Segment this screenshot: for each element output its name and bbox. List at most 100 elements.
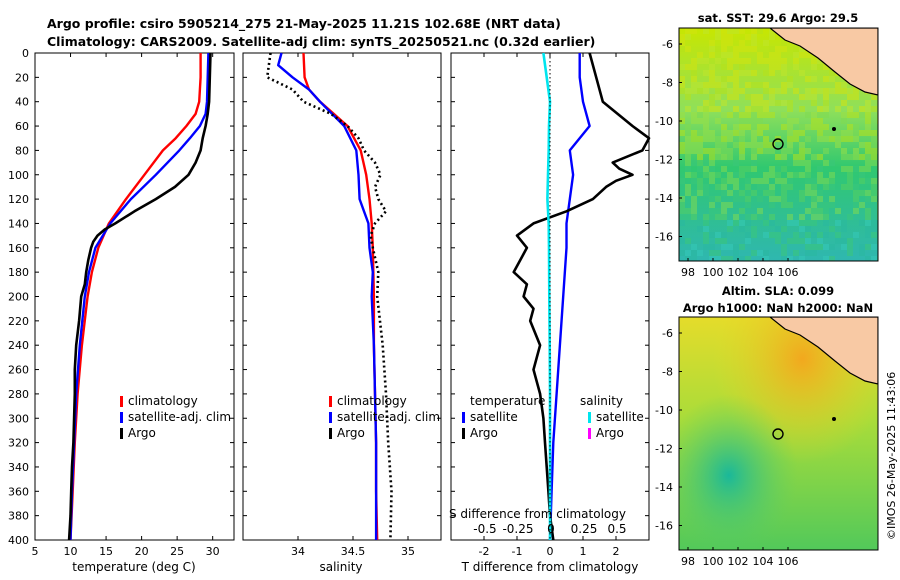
imos-timestamp: ©IMOS 26-May-2025 11:43:06: [885, 372, 898, 540]
series-line-t-satellite: [548, 53, 591, 541]
legend-label-satellite: satellite-adj. clim: [128, 410, 231, 424]
chart-title-line1: Argo profile: csiro 5905214_275 21-May-2…: [47, 16, 561, 32]
sst-map-title: sat. SST: 29.6 Argo: 29.5: [698, 11, 858, 25]
legend-heading-salinity: salinity: [580, 394, 623, 408]
series-line-argo: [265, 52, 393, 541]
y-tick-label: 160: [8, 242, 29, 255]
sst-map-frame: [678, 27, 879, 262]
x-tick-label: 10: [64, 545, 78, 558]
s-difference-axis-label: S difference from climatology: [449, 507, 626, 521]
map-lat-tick-label: -12: [655, 154, 673, 167]
y-tick-label: 120: [8, 193, 29, 206]
legend-label-s-argo: Argo: [596, 426, 624, 440]
y-tick-label: 340: [8, 461, 29, 474]
x-tick-label: 35: [401, 545, 415, 558]
y-tick-label: 100: [8, 169, 29, 182]
y-tick-label: 300: [8, 412, 29, 425]
series-line-argo: [67, 52, 212, 541]
y-tick-label: 140: [8, 217, 29, 230]
x-tick-label: 1: [580, 545, 587, 558]
map-lon-tick-label: 102: [728, 555, 749, 568]
x-tick-label: 2: [613, 545, 620, 558]
s-difference-tick-label: -0.5: [473, 522, 496, 536]
map-lat-tick-label: -10: [655, 404, 673, 417]
map-lon-tick-label: 104: [753, 555, 774, 568]
y-tick-label: 260: [8, 364, 29, 377]
legend-swatch-satellite: [120, 412, 123, 423]
map-lat-tick-label: -6: [662, 38, 673, 51]
chart-title-line2: Climatology: CARS2009. Satellite-adj cli…: [47, 34, 595, 50]
legend-swatch-s-satellite: [588, 412, 591, 423]
s-difference-tick-label: 0.5: [607, 522, 626, 536]
map-lat-tick-label: -12: [655, 443, 673, 456]
y-tick-label: 320: [8, 437, 29, 450]
x-tick-label: 15: [99, 545, 113, 558]
temperature-axes-frame: [34, 52, 235, 541]
salinity-axes-frame: [242, 52, 442, 541]
y-tick-label: 20: [15, 71, 29, 84]
legend-swatch-climatology: [329, 396, 332, 407]
y-tick-label: 360: [8, 485, 29, 498]
legend-swatch-climatology: [120, 396, 123, 407]
map-lon-tick-label: 106: [778, 555, 799, 568]
map-lat-tick-label: -8: [662, 366, 673, 379]
legend-swatch-t-argo: [462, 428, 465, 439]
x-tick-label: -1: [512, 545, 523, 558]
sla-map-title-line1: Altim. SLA: 0.099: [722, 284, 834, 298]
legend-label-argo: Argo: [128, 426, 156, 440]
x-tick-label: 34.5: [341, 545, 366, 558]
series-line-t-argo: [512, 52, 651, 541]
x-tick-label: 30: [206, 545, 220, 558]
map-lon-tick-label: 100: [703, 266, 724, 279]
map-lat-tick-label: -16: [655, 520, 673, 533]
x-tick-label: 34: [291, 545, 305, 558]
y-tick-label: 220: [8, 315, 29, 328]
difference-xlabel: T difference from climatology: [461, 560, 639, 574]
map-lon-tick-label: 98: [681, 555, 695, 568]
x-tick-label: 0: [547, 545, 554, 558]
map-lat-tick-label: -10: [655, 115, 673, 128]
series-line-climatology: [302, 52, 379, 541]
sla-map-frame: [678, 316, 879, 551]
map-lat-tick-label: -8: [662, 77, 673, 90]
sla-map: [679, 317, 878, 550]
series-line-satellite-adj: [277, 52, 378, 540]
legend-swatch-argo: [329, 428, 332, 439]
y-tick-label: 0: [22, 47, 29, 60]
x-tick-label: 25: [170, 545, 184, 558]
salinity-xlabel: salinity: [319, 560, 362, 574]
legend-label-s-satellite: satellite: [596, 410, 644, 424]
land-mass: [769, 317, 878, 385]
s-difference-tick-label: 0: [547, 522, 555, 536]
legend-swatch-s-argo: [588, 428, 591, 439]
temperature-xlabel: temperature (deg C): [72, 560, 195, 574]
x-tick-label: -2: [479, 545, 490, 558]
island-marker: [832, 417, 836, 421]
y-tick-label: 180: [8, 266, 29, 279]
y-tick-label: 200: [8, 291, 29, 304]
y-tick-label: 60: [15, 120, 29, 133]
legend-swatch-argo: [120, 428, 123, 439]
map-lon-tick-label: 100: [703, 555, 724, 568]
argo-position-marker: [772, 138, 784, 150]
legend-heading-temperature: temperature: [470, 394, 545, 408]
map-lat-tick-label: -14: [655, 192, 673, 205]
map-lon-tick-label: 106: [778, 266, 799, 279]
y-tick-label: 80: [15, 144, 29, 157]
legend-label-argo: Argo: [337, 426, 365, 440]
map-lat-tick-label: -6: [662, 327, 673, 340]
map-lat-tick-label: -16: [655, 231, 673, 244]
island-marker: [832, 127, 836, 131]
legend-label-satellite: satellite-adj. clim: [337, 410, 440, 424]
y-tick-label: 400: [8, 534, 29, 547]
y-tick-label: 240: [8, 339, 29, 352]
map-lat-tick-label: -14: [655, 481, 673, 494]
sst-map: [679, 28, 878, 261]
legend-label-t-satellite: satellite: [470, 410, 518, 424]
y-tick-label: 280: [8, 388, 29, 401]
legend-label-climatology: climatology: [337, 394, 407, 408]
s-difference-tick-label: 0.25: [571, 522, 598, 536]
x-tick-label: 20: [135, 545, 149, 558]
series-line-climatology: [69, 53, 202, 541]
